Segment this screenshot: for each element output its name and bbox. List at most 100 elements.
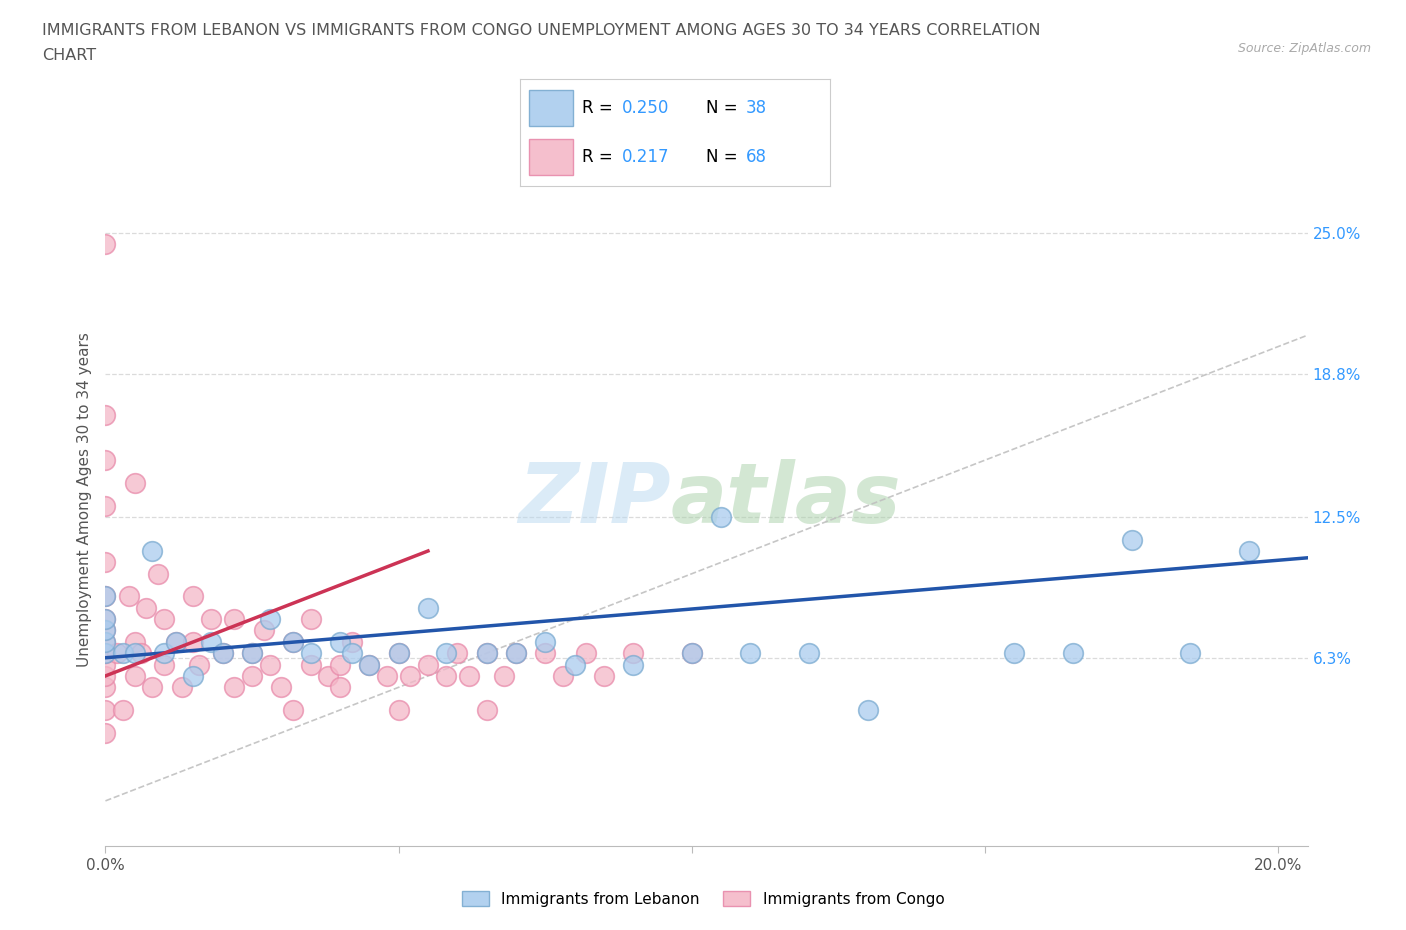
Point bbox=[183, 634, 205, 649]
Text: IMMIGRANTS FROM LEBANON VS IMMIGRANTS FROM CONGO UNEMPLOYMENT AMONG AGES 30 TO 3: IMMIGRANTS FROM LEBANON VS IMMIGRANTS FR… bbox=[42, 23, 1040, 38]
Point bbox=[710, 510, 733, 525]
Point bbox=[94, 407, 117, 422]
Point bbox=[211, 645, 233, 660]
Point bbox=[416, 658, 439, 672]
Point bbox=[475, 645, 498, 660]
Point bbox=[416, 601, 439, 616]
Point bbox=[299, 658, 322, 672]
Point bbox=[94, 680, 117, 695]
Point bbox=[329, 634, 352, 649]
Point bbox=[94, 623, 117, 638]
Text: N =: N = bbox=[706, 148, 742, 166]
Point bbox=[399, 669, 422, 684]
Point bbox=[153, 658, 176, 672]
Point bbox=[94, 589, 117, 604]
Point bbox=[94, 634, 117, 649]
Text: 0.250: 0.250 bbox=[623, 99, 669, 117]
Point bbox=[281, 702, 304, 717]
Point bbox=[94, 453, 117, 468]
Text: Source: ZipAtlas.com: Source: ZipAtlas.com bbox=[1237, 42, 1371, 55]
Point bbox=[1002, 645, 1025, 660]
Point bbox=[797, 645, 820, 660]
Point bbox=[94, 623, 117, 638]
Point bbox=[112, 702, 135, 717]
Point bbox=[153, 612, 176, 627]
Point bbox=[200, 612, 222, 627]
Point bbox=[94, 612, 117, 627]
Point bbox=[340, 634, 363, 649]
Point bbox=[446, 645, 468, 660]
Point bbox=[505, 645, 527, 660]
Point bbox=[94, 658, 117, 672]
Point bbox=[575, 645, 598, 660]
Point bbox=[183, 669, 205, 684]
Legend: Immigrants from Lebanon, Immigrants from Congo: Immigrants from Lebanon, Immigrants from… bbox=[456, 885, 950, 913]
Point bbox=[388, 702, 411, 717]
Point bbox=[153, 645, 176, 660]
Point bbox=[124, 634, 146, 649]
Point bbox=[316, 669, 339, 684]
Point bbox=[388, 645, 411, 660]
Point bbox=[124, 645, 146, 660]
Point bbox=[359, 658, 381, 672]
Point bbox=[681, 645, 703, 660]
Point bbox=[94, 555, 117, 570]
Point bbox=[165, 634, 187, 649]
Point bbox=[105, 645, 128, 660]
Text: atlas: atlas bbox=[671, 459, 901, 540]
Point bbox=[94, 237, 117, 252]
Point bbox=[534, 645, 557, 660]
Point bbox=[299, 645, 322, 660]
Point bbox=[593, 669, 616, 684]
Point bbox=[1121, 532, 1143, 547]
Point bbox=[200, 634, 222, 649]
Point bbox=[188, 658, 211, 672]
Point bbox=[740, 645, 762, 660]
Point bbox=[681, 645, 703, 660]
Point bbox=[388, 645, 411, 660]
Point bbox=[148, 566, 170, 581]
Point bbox=[170, 680, 193, 695]
Point bbox=[94, 702, 117, 717]
Point bbox=[165, 634, 187, 649]
Text: CHART: CHART bbox=[42, 48, 96, 63]
Point bbox=[141, 543, 163, 558]
Point bbox=[329, 680, 352, 695]
Point bbox=[564, 658, 586, 672]
Point bbox=[621, 645, 644, 660]
Point bbox=[270, 680, 292, 695]
Point bbox=[224, 612, 246, 627]
Point bbox=[224, 680, 246, 695]
Text: ZIP: ZIP bbox=[517, 459, 671, 540]
Point bbox=[259, 658, 281, 672]
Point bbox=[551, 669, 574, 684]
Text: 68: 68 bbox=[747, 148, 768, 166]
Point bbox=[94, 645, 117, 660]
Point bbox=[135, 601, 157, 616]
Point bbox=[183, 589, 205, 604]
Point bbox=[240, 645, 263, 660]
Point bbox=[259, 612, 281, 627]
FancyBboxPatch shape bbox=[530, 90, 572, 126]
Point bbox=[281, 634, 304, 649]
Point bbox=[299, 612, 322, 627]
Point bbox=[434, 645, 457, 660]
Point bbox=[621, 658, 644, 672]
Point bbox=[124, 669, 146, 684]
Point bbox=[94, 589, 117, 604]
Point bbox=[856, 702, 879, 717]
Point bbox=[211, 645, 233, 660]
Point bbox=[475, 702, 498, 717]
Point bbox=[458, 669, 481, 684]
Point bbox=[1180, 645, 1202, 660]
Text: R =: R = bbox=[582, 99, 619, 117]
Point bbox=[534, 634, 557, 649]
Point bbox=[1062, 645, 1084, 660]
Point bbox=[94, 645, 117, 660]
Point bbox=[94, 612, 117, 627]
Text: 38: 38 bbox=[747, 99, 768, 117]
Point bbox=[359, 658, 381, 672]
Text: N =: N = bbox=[706, 99, 742, 117]
Point bbox=[124, 475, 146, 490]
Point bbox=[112, 645, 135, 660]
